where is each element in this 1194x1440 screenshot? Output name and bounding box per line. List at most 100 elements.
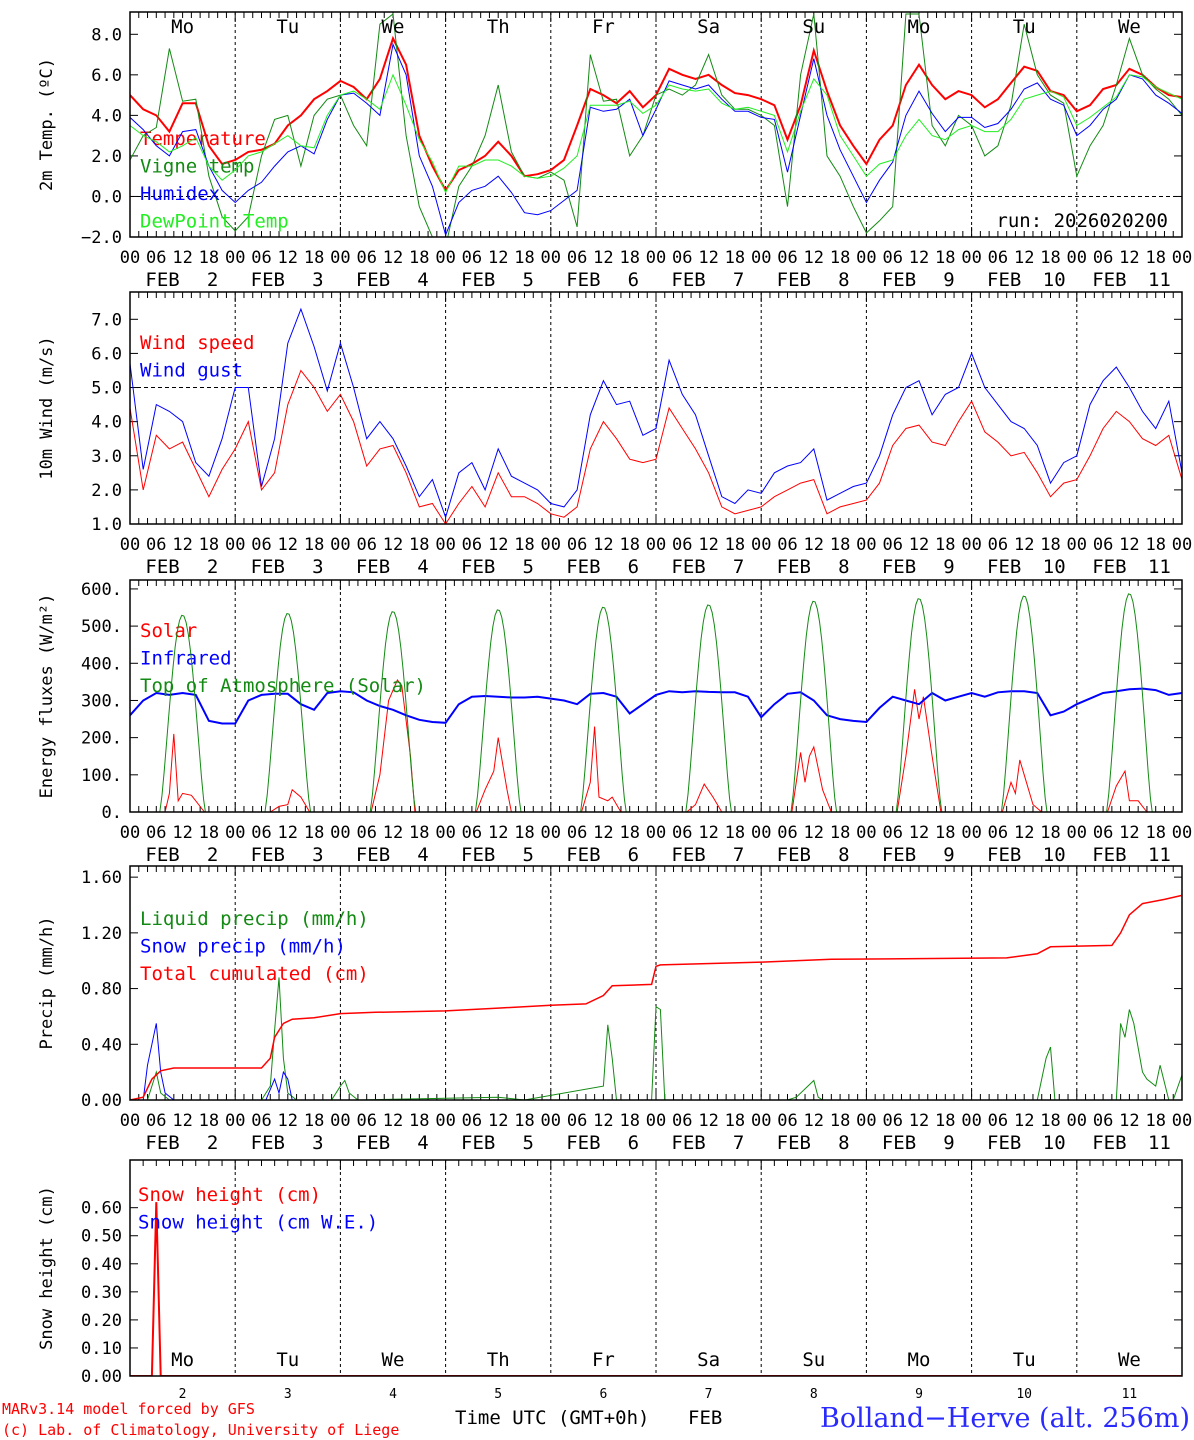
x-hour-label: 12 [383,248,403,268]
x-hour-label: 00 [961,1111,981,1131]
x-hour-label: 18 [935,1111,955,1131]
legend-entry: Snow height (cm) [138,1184,321,1206]
x-date-label: 2 [207,1132,218,1154]
x-hour-label: 18 [304,248,324,268]
x-hour-label: 00 [1172,823,1192,843]
day-name-label: We [382,1349,405,1371]
series-line-total-cumulated-cm- [130,894,1182,1100]
model-credit: MARv3.14 model forced by GFS [2,1400,255,1418]
day-name-label: Th [487,1349,510,1371]
x-hour-label: 12 [383,1111,403,1131]
x-hour-label: 00 [330,535,350,555]
x-hour-label: 00 [225,1111,245,1131]
x-hour-label: 00 [1172,1111,1192,1131]
x-hour-label: 00 [1067,1111,1087,1131]
y-tick-label: 4.0 [91,413,122,433]
x-month-label: FEB [1092,269,1126,291]
y-tick-label: 2.0 [91,481,122,501]
x-month-label: FEB [671,556,705,578]
x-hour-label: 06 [777,823,797,843]
x-hour-label: 00 [435,823,455,843]
x-hour-label: 06 [251,823,271,843]
day-name-label: Tu [1013,1349,1036,1371]
x-hour-label: 12 [488,248,508,268]
x-hour-label: 06 [672,248,692,268]
x-hour-label: 18 [409,248,429,268]
x-hour-label: 00 [856,535,876,555]
x-date-label: 9 [943,556,954,578]
x-hour-label: 18 [514,248,534,268]
x-date-label: 6 [628,844,639,866]
x-hour-label: 06 [567,248,587,268]
y-tick-label: 0.40 [81,1255,122,1275]
x-hour-label: 06 [1093,535,1113,555]
x-date-label: 2 [207,844,218,866]
x-hour-label: 12 [909,535,929,555]
series-line-snow-precip-mm-h- [130,1023,1182,1100]
x-month-label: FEB [1092,556,1126,578]
x-hour-label: 12 [278,823,298,843]
x-month-label: FEB [356,556,390,578]
x-date-label: 8 [838,1132,849,1154]
legend-entry: Humidex [140,183,220,205]
run-label: run: 2026020200 [996,210,1168,232]
x-hour-label: 00 [541,248,561,268]
x-hour-label: 00 [435,248,455,268]
x-date-label: 7 [733,556,744,578]
x-hour-label: 00 [1172,248,1192,268]
x-hour-label: 06 [988,1111,1008,1131]
x-date-label: 4 [417,269,428,291]
x-hour-label: 00 [646,823,666,843]
x-date-label: 9 [943,1132,954,1154]
x-date-label: 4 [417,844,428,866]
x-hour-label: 18 [199,823,219,843]
panel-precip: 0.00 0.40 0.80 1.20 1.60 Precip (mm/h) Liquid … [37,865,1192,1154]
x-date-label: 11 [1148,1132,1171,1154]
x-month-label: FEB [566,1132,600,1154]
x-hour-label: 06 [356,1111,376,1131]
x-hour-label: 18 [514,535,534,555]
x-month-label: FEB [671,269,705,291]
x-hour-label: 00 [225,823,245,843]
x-date-label: 9 [943,844,954,866]
x-hour-label: 00 [646,535,666,555]
x-hour-label: 18 [199,248,219,268]
x-hour-label: 00 [435,1111,455,1131]
x-hour-label: 00 [435,535,455,555]
day-name-label: Fr [592,1349,615,1371]
x-date-label: 4 [389,1387,397,1402]
x-month-label: FEB [566,844,600,866]
x-date-label: 3 [312,269,323,291]
x-date-label: 9 [943,269,954,291]
legend-entry: Top of Atmosphere (Solar) [140,675,426,697]
x-month-label: FEB [251,269,285,291]
x-date-label: 11 [1148,269,1171,291]
x-hour-label: 06 [567,535,587,555]
x-hour-label: 18 [1040,1111,1060,1131]
x-hour-label: 18 [1145,248,1165,268]
x-month-label: FEB [251,844,285,866]
x-hour-label: 06 [462,1111,482,1131]
x-hour-label: 18 [619,823,639,843]
x-hour-label: 12 [278,248,298,268]
x-date-label: 7 [705,1387,713,1402]
x-hour-label: 00 [751,823,771,843]
x-month-label: FEB [1092,1132,1126,1154]
x-hour-label: 06 [882,823,902,843]
station-title: Bolland−Herve (alt. 256m) [820,1403,1190,1434]
x-hour-label: 12 [1014,248,1034,268]
x-date-label: 3 [284,1387,292,1402]
x-hour-label: 12 [172,535,192,555]
x-hour-label: 00 [120,1111,140,1131]
x-hour-label: 00 [541,1111,561,1131]
x-hour-label: 12 [1119,823,1139,843]
x-hour-label: 00 [1067,248,1087,268]
x-hour-label: 12 [804,535,824,555]
x-date-label: 7 [733,1132,744,1154]
x-hour-label: 06 [672,1111,692,1131]
x-hour-label: 18 [304,535,324,555]
x-hour-label: 06 [251,1111,271,1131]
series-line-wind-gust [130,307,1182,519]
x-hour-label: 18 [1040,823,1060,843]
x-hour-label: 12 [909,248,929,268]
